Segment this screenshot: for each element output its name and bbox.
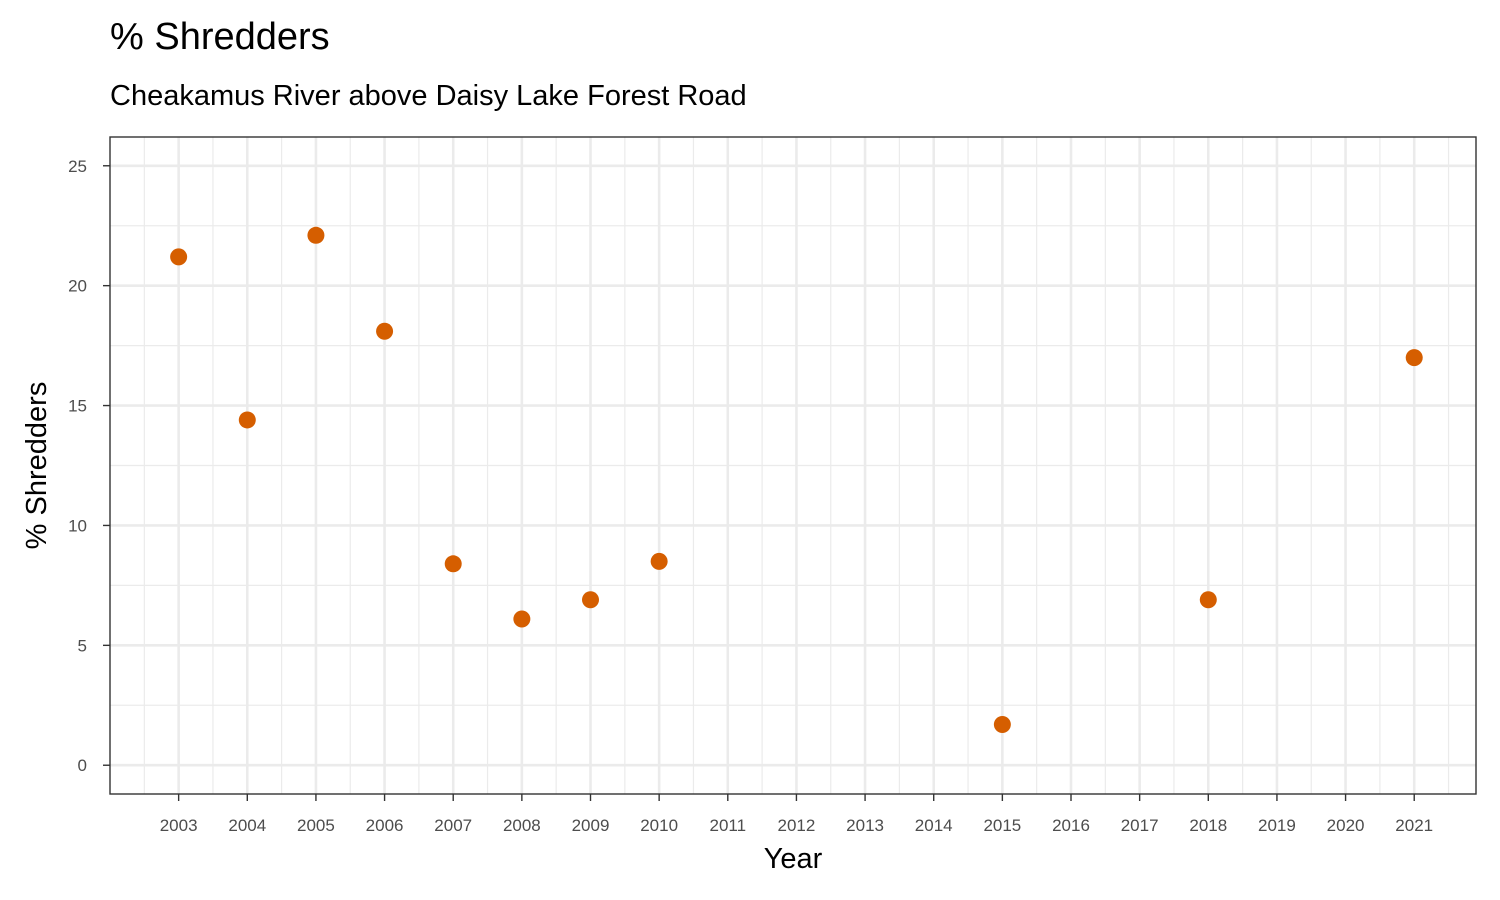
x-tick-label: 2016 <box>1052 816 1090 835</box>
x-tick-label: 2003 <box>160 816 198 835</box>
data-point <box>444 555 462 573</box>
y-tick-label: 20 <box>68 277 87 296</box>
data-points <box>170 226 1423 733</box>
x-tick-label: 2007 <box>434 816 472 835</box>
data-point <box>582 591 600 609</box>
x-tick-label: 2010 <box>640 816 678 835</box>
x-tick-label: 2009 <box>572 816 610 835</box>
y-tick-label: 5 <box>78 636 87 655</box>
x-tick-label: 2014 <box>915 816 953 835</box>
x-tick-label: 2004 <box>228 816 266 835</box>
x-tick-label: 2005 <box>297 816 335 835</box>
x-tick-label: 2020 <box>1327 816 1365 835</box>
data-point <box>993 715 1011 733</box>
x-tick-label: 2021 <box>1395 816 1433 835</box>
y-tick-label: 10 <box>68 516 87 535</box>
data-point <box>238 411 256 429</box>
data-point <box>376 322 394 340</box>
chart-subtitle: Cheakamus River above Daisy Lake Forest … <box>110 80 747 112</box>
y-tick-label: 15 <box>68 397 87 416</box>
x-tick-label: 2008 <box>503 816 541 835</box>
chart-title: % Shredders <box>110 16 330 58</box>
x-tick-label: 2017 <box>1121 816 1159 835</box>
data-point <box>170 248 188 266</box>
x-tick-label: 2011 <box>710 816 747 835</box>
data-point <box>1199 591 1217 609</box>
x-tick-label: 2006 <box>366 816 404 835</box>
x-tick-label: 2013 <box>846 816 884 835</box>
plot-panel-border <box>109 136 1477 795</box>
y-tick-label: 0 <box>78 756 87 775</box>
x-axis-title: Year <box>764 843 823 875</box>
y-axis-title: % Shredders <box>21 382 53 550</box>
axes: 2003 2004 2005 2006 2007 2008 2009 2010 2011 2012… <box>68 157 1433 835</box>
x-tick-label: 2019 <box>1258 816 1296 835</box>
data-point <box>650 552 668 570</box>
y-tick-label: 25 <box>68 157 87 176</box>
data-point <box>307 226 325 244</box>
x-tick-label: 2015 <box>983 816 1021 835</box>
data-point <box>513 610 531 628</box>
x-tick-label: 2012 <box>778 816 816 835</box>
x-tick-label: 2018 <box>1189 816 1227 835</box>
grid-lines <box>110 137 1476 794</box>
data-point <box>1405 349 1423 367</box>
